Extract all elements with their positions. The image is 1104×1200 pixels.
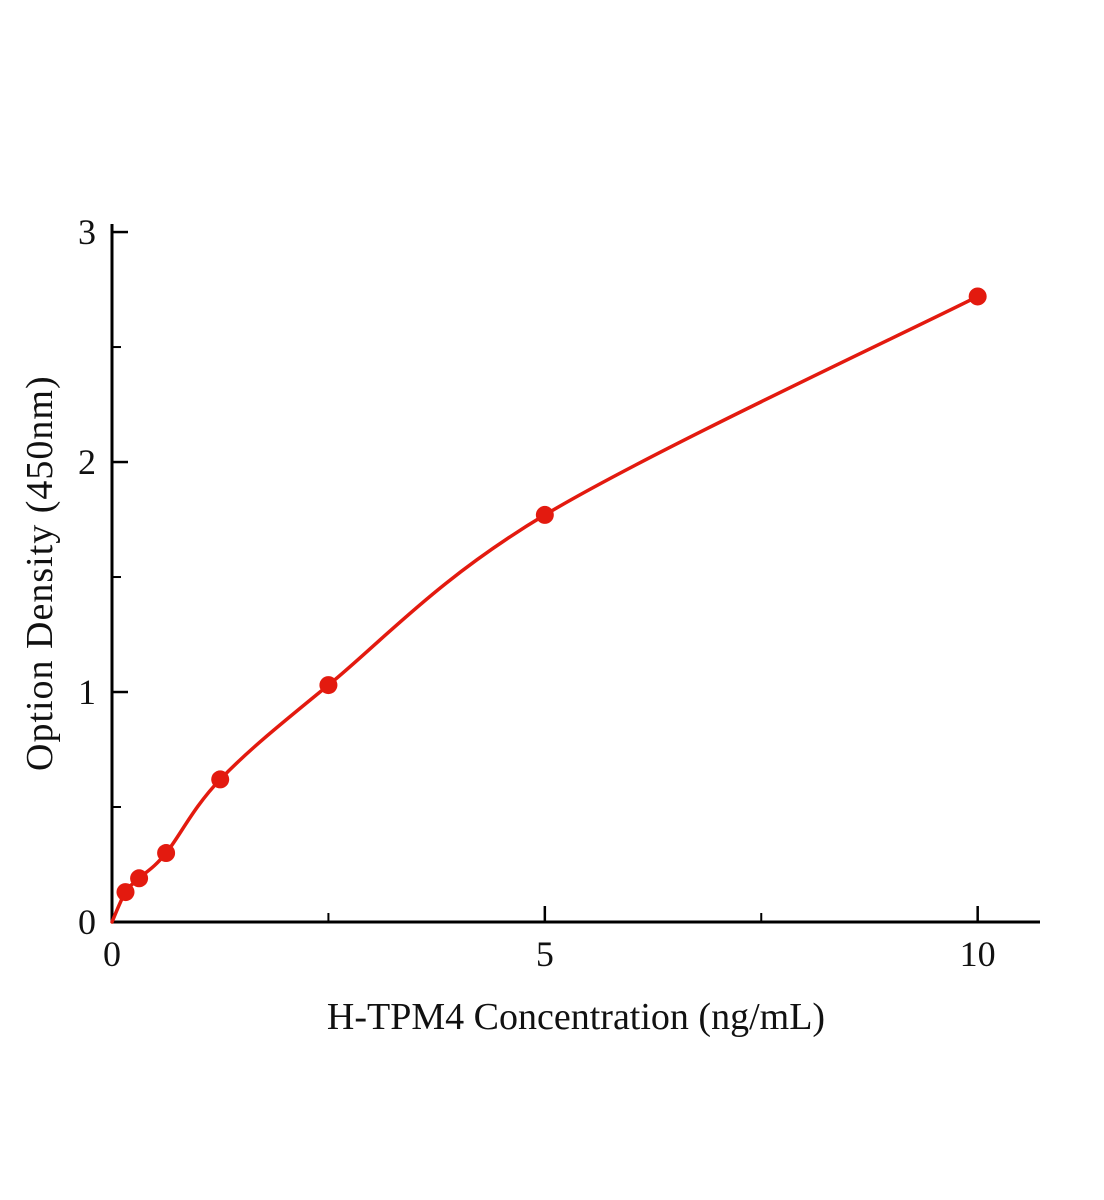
x-tick-label: 10 (960, 934, 996, 974)
y-tick-label: 3 (78, 212, 96, 252)
data-point (968, 287, 987, 306)
data-point (319, 676, 338, 695)
fit-curve (110, 294, 980, 924)
data-point (130, 869, 149, 888)
data-point (535, 505, 554, 524)
y-axis-title: Option Density (450nm) (19, 375, 61, 771)
y-tick-label: 1 (78, 672, 96, 712)
y-tick-label: 2 (78, 442, 96, 482)
x-tick-label: 0 (103, 934, 121, 974)
data-point (157, 844, 176, 863)
data-point (211, 770, 230, 789)
x-axis-title: H-TPM4 Concentration (ng/mL) (326, 996, 826, 1038)
data-point (116, 883, 135, 902)
y-tick-label: 0 (78, 902, 96, 942)
x-tick-label: 5 (536, 934, 554, 974)
